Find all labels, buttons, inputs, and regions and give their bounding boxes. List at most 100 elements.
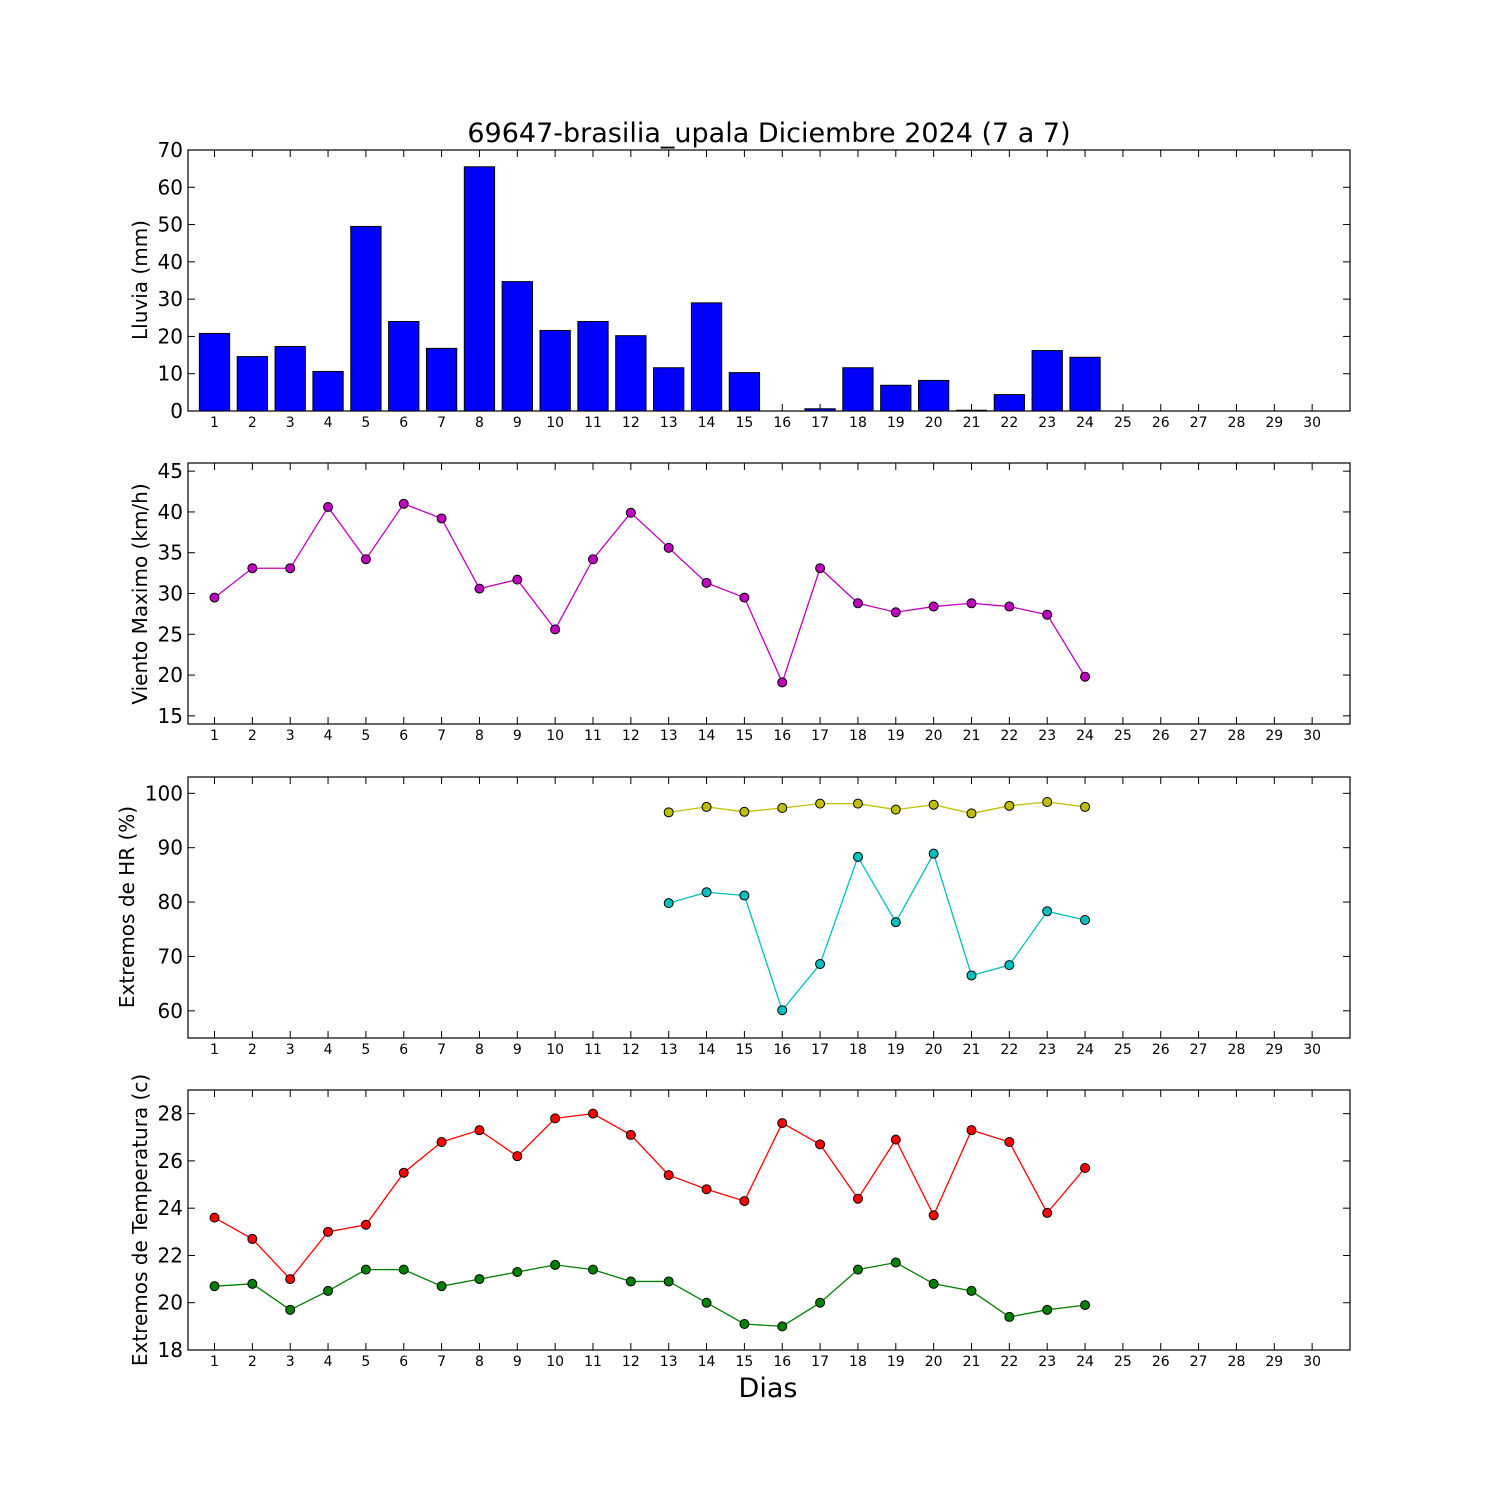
temp-min-point [701, 1297, 712, 1308]
temp-max-line [214, 1112, 1086, 1281]
temp-min-point [398, 1264, 409, 1275]
hr-min-point [1080, 915, 1091, 926]
rain-ylabel: Lluvia (mm) [128, 220, 152, 340]
x-tick-label: 8 [475, 1354, 484, 1370]
hr-max-point [701, 801, 712, 812]
x-tick-label: 1 [210, 1042, 219, 1058]
rain-bar [388, 321, 420, 412]
temp-max-point [209, 1212, 220, 1223]
temp-max-point [663, 1170, 674, 1181]
y-tick-label: 24 [158, 1196, 183, 1220]
x-tick-label: 30 [1303, 415, 1321, 431]
temperature-ylabel: Extremos de Temperatura (c) [128, 1074, 152, 1366]
wind-point [209, 592, 220, 603]
x-tick-label: 2 [248, 1042, 257, 1058]
temp-max-point [285, 1274, 296, 1285]
x-tick-label: 4 [324, 728, 333, 744]
wind-point [1042, 609, 1053, 620]
hr-max-point [777, 802, 788, 813]
x-tick-label: 29 [1265, 728, 1283, 744]
x-tick-label: 24 [1076, 415, 1094, 431]
x-tick-label: 8 [475, 728, 484, 744]
temp-max-point [815, 1139, 826, 1150]
y-tick-label: 40 [158, 250, 183, 274]
x-tick-label: 24 [1076, 728, 1094, 744]
x-tick-label: 16 [773, 415, 791, 431]
hr-max-point [890, 804, 901, 815]
x-tick-label: 18 [849, 415, 867, 431]
temp-max-point [587, 1108, 598, 1119]
x-tick-label: 3 [286, 415, 295, 431]
hr-min-point [890, 917, 901, 928]
wind-point [323, 502, 334, 513]
temp-min-point [739, 1319, 750, 1329]
x-tick-label: 6 [399, 728, 408, 744]
rain-bar [804, 408, 836, 412]
x-tick-label: 6 [399, 1354, 408, 1370]
temp-min-point [285, 1304, 296, 1315]
x-tick-label: 5 [361, 415, 370, 431]
temp-max-point [625, 1129, 636, 1140]
y-tick-label: 70 [158, 944, 183, 968]
x-tick-label: 20 [925, 728, 943, 744]
x-tick-label: 30 [1303, 728, 1321, 744]
rain-bar [350, 225, 382, 412]
rain-bar [690, 302, 723, 412]
x-tick-label: 11 [584, 1354, 602, 1370]
temp-min-point [550, 1259, 561, 1270]
x-tick-label: 12 [622, 728, 640, 744]
x-tick-label: 19 [887, 1042, 905, 1058]
temp-max-point [928, 1210, 939, 1221]
hr-min-point [777, 1005, 788, 1016]
rain-bar [1069, 356, 1101, 412]
x-tick-label: 17 [811, 1354, 829, 1370]
x-tick-label: 12 [622, 415, 640, 431]
x-tick-label: 6 [399, 415, 408, 431]
temp-min-line [214, 1261, 1086, 1328]
x-tick-label: 26 [1152, 1042, 1170, 1058]
rain-bar [728, 372, 761, 412]
x-tick-label: 13 [660, 1354, 678, 1370]
x-tick-label: 15 [735, 1042, 753, 1058]
x-tick-label: 26 [1152, 1354, 1170, 1370]
x-tick-label: 18 [849, 1354, 867, 1370]
temp-max-point [966, 1125, 977, 1136]
x-tick-label: 9 [513, 415, 522, 431]
temp-min-point [1004, 1311, 1015, 1322]
y-tick-label: 60 [158, 999, 183, 1023]
x-tick-label: 25 [1114, 1042, 1132, 1058]
temp-min-point [512, 1267, 523, 1277]
x-tick-label: 7 [437, 415, 446, 431]
rain-bar [198, 332, 231, 412]
x-tick-label: 2 [248, 415, 257, 431]
y-tick-label: 20 [158, 1291, 183, 1315]
x-tick-label: 19 [887, 415, 905, 431]
x-tick-label: 10 [546, 415, 564, 431]
x-tick-label: 5 [361, 728, 370, 744]
temp-max-point [890, 1134, 901, 1145]
x-tick-label: 8 [475, 1042, 484, 1058]
temp-min-point [928, 1278, 939, 1289]
wind-point [587, 554, 598, 565]
x-tick-label: 21 [963, 415, 981, 431]
temp-min-point [663, 1276, 674, 1287]
hr-min-point [852, 851, 863, 862]
wind-line [214, 502, 1086, 685]
y-tick-label: 25 [158, 622, 183, 646]
hr-min-point [739, 890, 750, 901]
x-tick-label: 28 [1228, 1042, 1246, 1058]
x-tick-label: 13 [660, 1042, 678, 1058]
temp-max-point [247, 1233, 258, 1244]
x-tick-label: 22 [1000, 1354, 1018, 1370]
rain-bar [955, 409, 988, 412]
temp-min-point [474, 1274, 485, 1285]
x-tick-label: 20 [925, 415, 943, 431]
x-tick-label: 3 [286, 1354, 295, 1370]
rain-bar [842, 367, 874, 412]
x-tick-label: 17 [811, 415, 829, 431]
x-tick-label: 16 [773, 728, 791, 744]
rain-bar [463, 166, 496, 412]
wind-point [1004, 601, 1015, 612]
temp-max-point [323, 1226, 334, 1237]
